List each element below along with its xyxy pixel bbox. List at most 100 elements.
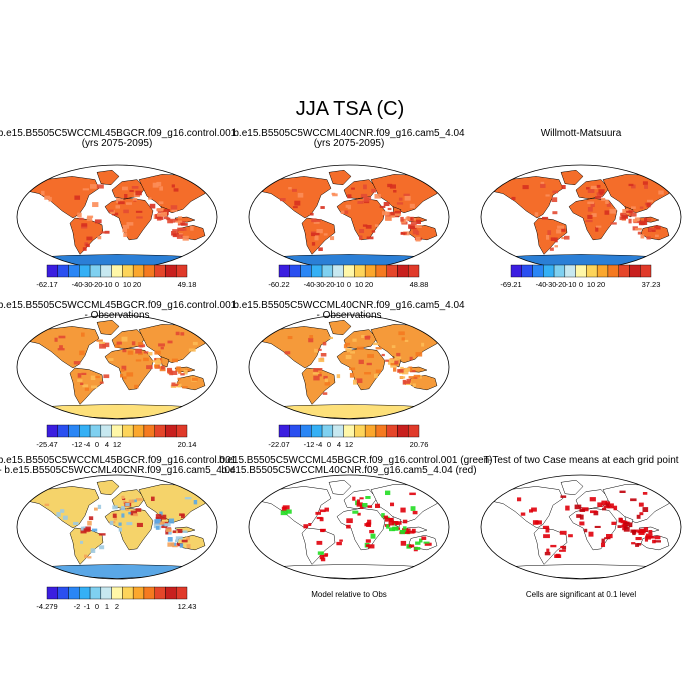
panel-title: b.e15.B5505C5WCCML40CNR.f09_g16.cam5_4.0… (233, 300, 465, 311)
land-greenland (560, 479, 584, 496)
colorbar-tick-label: 0 (579, 280, 583, 289)
panel-title: T-Test of two Case means at each grid po… (483, 455, 679, 466)
land-antarctica (26, 404, 208, 419)
panel-caption: Cells are significant at 0.1 level (525, 590, 637, 599)
colorbar-tick-label: -40 (536, 280, 547, 289)
panel-title: b.e15.B5505C5WCCML45BGCR.f09_g16.control… (0, 128, 237, 139)
colorbar-tick-label: 0 (95, 440, 99, 449)
colorbar-3: -69.21 -40 -30 -20 -10 0 10 20 37.23 (500, 264, 661, 289)
colorbar-tick-label: 20.76 (410, 440, 429, 449)
map-border (16, 474, 218, 580)
colorbar-tick-label: 12 (113, 440, 121, 449)
panel-title: b.e15.B5505C5WCCML45BGCR.f09_g16.control… (0, 455, 237, 466)
panel-subtitle: (yrs 2075-2095) (81, 138, 153, 149)
panel-title: b.e15.B5505C5WCCML45BGCR.f09_g16.control… (0, 300, 237, 311)
map-panel-4 (17, 315, 217, 419)
colorbar-6: -4.279 -2 -1 0 1 2 12.43 (36, 586, 197, 611)
land-greenland (328, 479, 352, 496)
colorbar-5: -22.07 -12 -4 0 4 12 20.76 (268, 424, 429, 449)
colorbar-tick-label: -40 (72, 280, 83, 289)
colorbar-tick-label: -4 (84, 440, 91, 449)
colorbar-tick-label: -4.279 (36, 602, 57, 611)
colorbar-tick-label: 4 (337, 440, 341, 449)
panel-subtitle: (yrs 2075-2095) (313, 138, 385, 149)
panel-title: b.e15.B5505C5WCCML45BGCR.f09_g16.control… (219, 455, 493, 466)
colorbar-tick-label: 20 (133, 280, 141, 289)
land-africa (568, 198, 618, 241)
land-greenland (328, 319, 352, 336)
land-greenland (328, 169, 352, 186)
colorbar-tick-label: 10 (587, 280, 595, 289)
colorbar-tick-label: -30 (82, 280, 93, 289)
map-panel-5 (249, 315, 449, 419)
land-south-america (301, 217, 336, 255)
land-greenland (560, 169, 584, 186)
colorbar-tick-label: -10 (334, 280, 345, 289)
colorbar-tick-label: -22.07 (268, 440, 289, 449)
land-south-america (301, 527, 336, 565)
map-panel-3 (481, 165, 681, 269)
colorbar-tick-label: -4 (316, 440, 323, 449)
colorbar-tick-label: 0 (327, 440, 331, 449)
colorbar-tick-label: -12 (304, 440, 315, 449)
colorbar-tick-label: 2 (115, 602, 119, 611)
colorbar-tick-label: 37.23 (642, 280, 661, 289)
map-panel-2 (249, 165, 449, 269)
map-panel-7 (249, 475, 449, 579)
map-border (16, 314, 218, 420)
map-panel-8 (481, 475, 681, 579)
colorbar-tick-label: 20 (597, 280, 605, 289)
land-north-america (24, 486, 100, 529)
colorbar-tick-label: 0 (347, 280, 351, 289)
colorbar-tick-label: 4 (105, 440, 109, 449)
colorbar-tick-label: 48.88 (410, 280, 429, 289)
colorbar-tick-label: -20 (556, 280, 567, 289)
colorbar-tick-label: 10 (123, 280, 131, 289)
colorbar-tick-label: -20 (324, 280, 335, 289)
land-europe (343, 329, 378, 350)
panel-title: Willmott-Matsuura (540, 128, 622, 139)
land-north-america (256, 486, 332, 529)
land-north-america (256, 176, 332, 219)
panel-title: b.e15.B5505C5WCCML40CNR.f09_g16.cam5_4.0… (233, 128, 465, 139)
colorbar-tick-label: -20 (92, 280, 103, 289)
panel-caption: Model relative to Obs (311, 590, 387, 599)
colorbar-tick-label: -10 (102, 280, 113, 289)
colorbar-tick-label: -10 (566, 280, 577, 289)
colorbar-tick-label: -62.17 (36, 280, 57, 289)
panel-subtitle: - Observations (84, 310, 150, 321)
colorbar-tick-label: 1 (105, 602, 109, 611)
map-border (248, 314, 450, 420)
panel-subtitle: b.e15.B5505C5WCCML40CNR.f09_g16.cam5_4.0… (221, 465, 477, 476)
colorbar-tick-label: -12 (72, 440, 83, 449)
panel-subtitle: - b.e15.B5505C5WCCML40CNR.f09_g16.cam5_4… (0, 465, 236, 476)
land-north-america (488, 486, 564, 529)
land-africa (104, 198, 154, 241)
colorbar-4: -25.47 -12 -4 0 4 12 20.14 (36, 424, 197, 449)
colorbar-tick-label: 20.14 (178, 440, 197, 449)
colorbar-tick-label: 10 (355, 280, 363, 289)
colorbar-tick-label: -40 (304, 280, 315, 289)
map-border (480, 474, 682, 580)
colorbar-tick-label: -30 (314, 280, 325, 289)
colorbar-tick-label: 20 (365, 280, 373, 289)
land-africa (104, 348, 154, 391)
colorbar-tick-label: 12.43 (178, 602, 197, 611)
colorbar-tick-label: 49.18 (178, 280, 197, 289)
land-antarctica (258, 404, 440, 419)
colorbar-tick-label: -60.22 (268, 280, 289, 289)
colorbar-tick-label: -1 (84, 602, 91, 611)
map-panel-6 (17, 475, 217, 579)
land-antarctica (258, 564, 440, 579)
land-north-america (24, 176, 100, 219)
land-antarctica (490, 564, 672, 579)
colorbar-tick-label: -2 (74, 602, 81, 611)
land-south-america (69, 527, 104, 565)
land-greenland (96, 319, 120, 336)
figure-title: JJA TSA (C) (295, 98, 405, 120)
map-panel-1 (17, 165, 217, 269)
land-greenland (96, 169, 120, 186)
colorbar-tick-label: -69.21 (500, 280, 521, 289)
colorbar-tick-label: 12 (345, 440, 353, 449)
